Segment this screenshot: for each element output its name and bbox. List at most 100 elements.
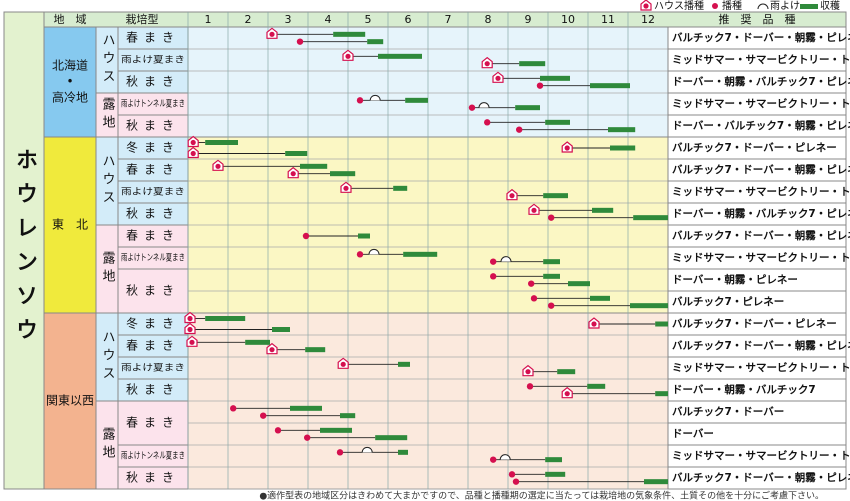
harvest	[300, 163, 328, 169]
variety: ミッドサマー・サマービクトリー・トニック	[672, 97, 850, 110]
sow	[490, 273, 497, 280]
region-cell	[43, 136, 97, 314]
variety: バルチック7・ドーバー・朝霧・ピレネー	[672, 339, 850, 352]
plan-name: 秋まき	[126, 383, 180, 397]
variety: バルチック7・ドーバー・ピレネー	[672, 142, 837, 154]
harvest	[358, 233, 370, 239]
month-label: 3	[285, 13, 292, 26]
sow	[274, 427, 282, 434]
house-sow-dot	[509, 193, 515, 199]
type-name: 露地	[100, 97, 116, 133]
house-sow-dot	[340, 361, 346, 367]
sow	[304, 434, 311, 441]
legend-label: 播種	[722, 0, 742, 12]
month-label: 11	[601, 13, 615, 26]
plan-name: 春まき	[126, 416, 180, 430]
sow	[530, 295, 538, 302]
variety: バルチック7・ドーバー・朝霧・ピレネー	[672, 471, 850, 484]
sow	[356, 251, 364, 258]
harvest	[393, 185, 408, 191]
house-sow-dot	[269, 31, 275, 37]
house-sow-dot	[591, 321, 597, 327]
harvest	[403, 251, 438, 257]
house-sow-dot	[564, 145, 570, 151]
sow	[548, 302, 555, 309]
house-sow-dot	[484, 61, 490, 67]
sow	[484, 119, 491, 126]
sow	[526, 383, 534, 390]
month-label: 9	[525, 13, 532, 26]
house-sow-dot	[290, 171, 296, 177]
sow	[512, 478, 520, 485]
house-sow-dot	[343, 185, 349, 191]
harvest	[655, 391, 668, 397]
sow	[548, 214, 555, 221]
harvest	[540, 75, 570, 81]
month-label: 4	[325, 13, 332, 26]
legend-harvest	[800, 4, 818, 9]
house-sow-dot	[495, 75, 501, 81]
rain-cover	[368, 248, 380, 255]
house-sow-dot	[189, 339, 195, 345]
harvest	[543, 273, 560, 279]
plan-cell	[117, 400, 189, 446]
harvest	[545, 471, 566, 477]
variety: ドーバー・朝霧・バルチック7・ピレネー	[672, 207, 850, 220]
variety: ミッドサマー・サマービクトリー・トニック	[672, 449, 850, 462]
variety: バルチック7・ドーバー・朝霧・ピレネー	[672, 31, 850, 44]
variety: ドーバー・朝霧・バルチック7・ピレネー	[672, 75, 850, 88]
legend-sow	[712, 3, 718, 9]
harvest	[545, 119, 570, 125]
harvest	[590, 83, 630, 89]
rain-cover	[361, 446, 373, 453]
sow	[490, 456, 497, 463]
month-label: 5	[365, 13, 372, 26]
harvest	[633, 215, 668, 221]
month-label: 8	[485, 13, 492, 26]
variety: バルチック7・ドーバー・ピレネー	[672, 318, 837, 330]
sow	[468, 104, 476, 111]
type-name: ハウス	[100, 33, 115, 87]
sow	[302, 232, 310, 240]
plan-name: 雨よけトンネル夏まき	[121, 451, 185, 462]
variety: ドーバー・朝霧・ピレネー	[672, 273, 798, 286]
month-label: 1	[205, 13, 212, 26]
harvest	[405, 97, 428, 103]
rain-cover	[499, 454, 511, 460]
house-sow-dot	[525, 369, 531, 375]
house-sow-dot	[190, 150, 196, 157]
sow	[230, 405, 237, 412]
sow	[516, 126, 523, 133]
plan-name: 春まき	[126, 229, 180, 243]
harvest	[290, 405, 322, 411]
variety: ミッドサマー・サマービクトリー・トニック	[672, 185, 850, 198]
plan-cell	[117, 268, 189, 314]
harvest	[610, 145, 636, 151]
header-region: 地 域	[54, 13, 87, 26]
variety-cell	[667, 466, 847, 490]
plan-name: 秋まき	[126, 284, 180, 298]
sow	[296, 38, 304, 45]
variety: バルチック7・ドーバー・朝霧・ピレネー	[672, 229, 850, 242]
header-varieties: 推 奨 品 種	[719, 12, 796, 26]
rain-cover	[369, 94, 381, 101]
harvest	[557, 369, 576, 375]
variety: ドーバー・朝霧・バルチック7	[672, 383, 816, 396]
plan-name: 秋まき	[126, 75, 180, 89]
legend-label: 収穫	[820, 0, 840, 12]
plan-name: 秋まき	[126, 471, 180, 485]
header-type: 栽培型	[126, 12, 159, 26]
variety: ドーバー・バルチック7・朝霧・ピレネー	[672, 119, 850, 132]
harvest	[205, 316, 246, 321]
sow	[508, 471, 516, 478]
region-cell	[43, 26, 97, 138]
month-label: 7	[445, 13, 452, 26]
harvest	[398, 449, 408, 455]
harvest	[320, 427, 352, 433]
month-label: 12	[641, 13, 655, 26]
house-sow-dot	[269, 347, 275, 353]
harvest	[340, 413, 356, 419]
house-sow-dot	[187, 326, 193, 333]
house-sow-dot	[531, 207, 537, 213]
type-name: 露地	[100, 251, 116, 287]
